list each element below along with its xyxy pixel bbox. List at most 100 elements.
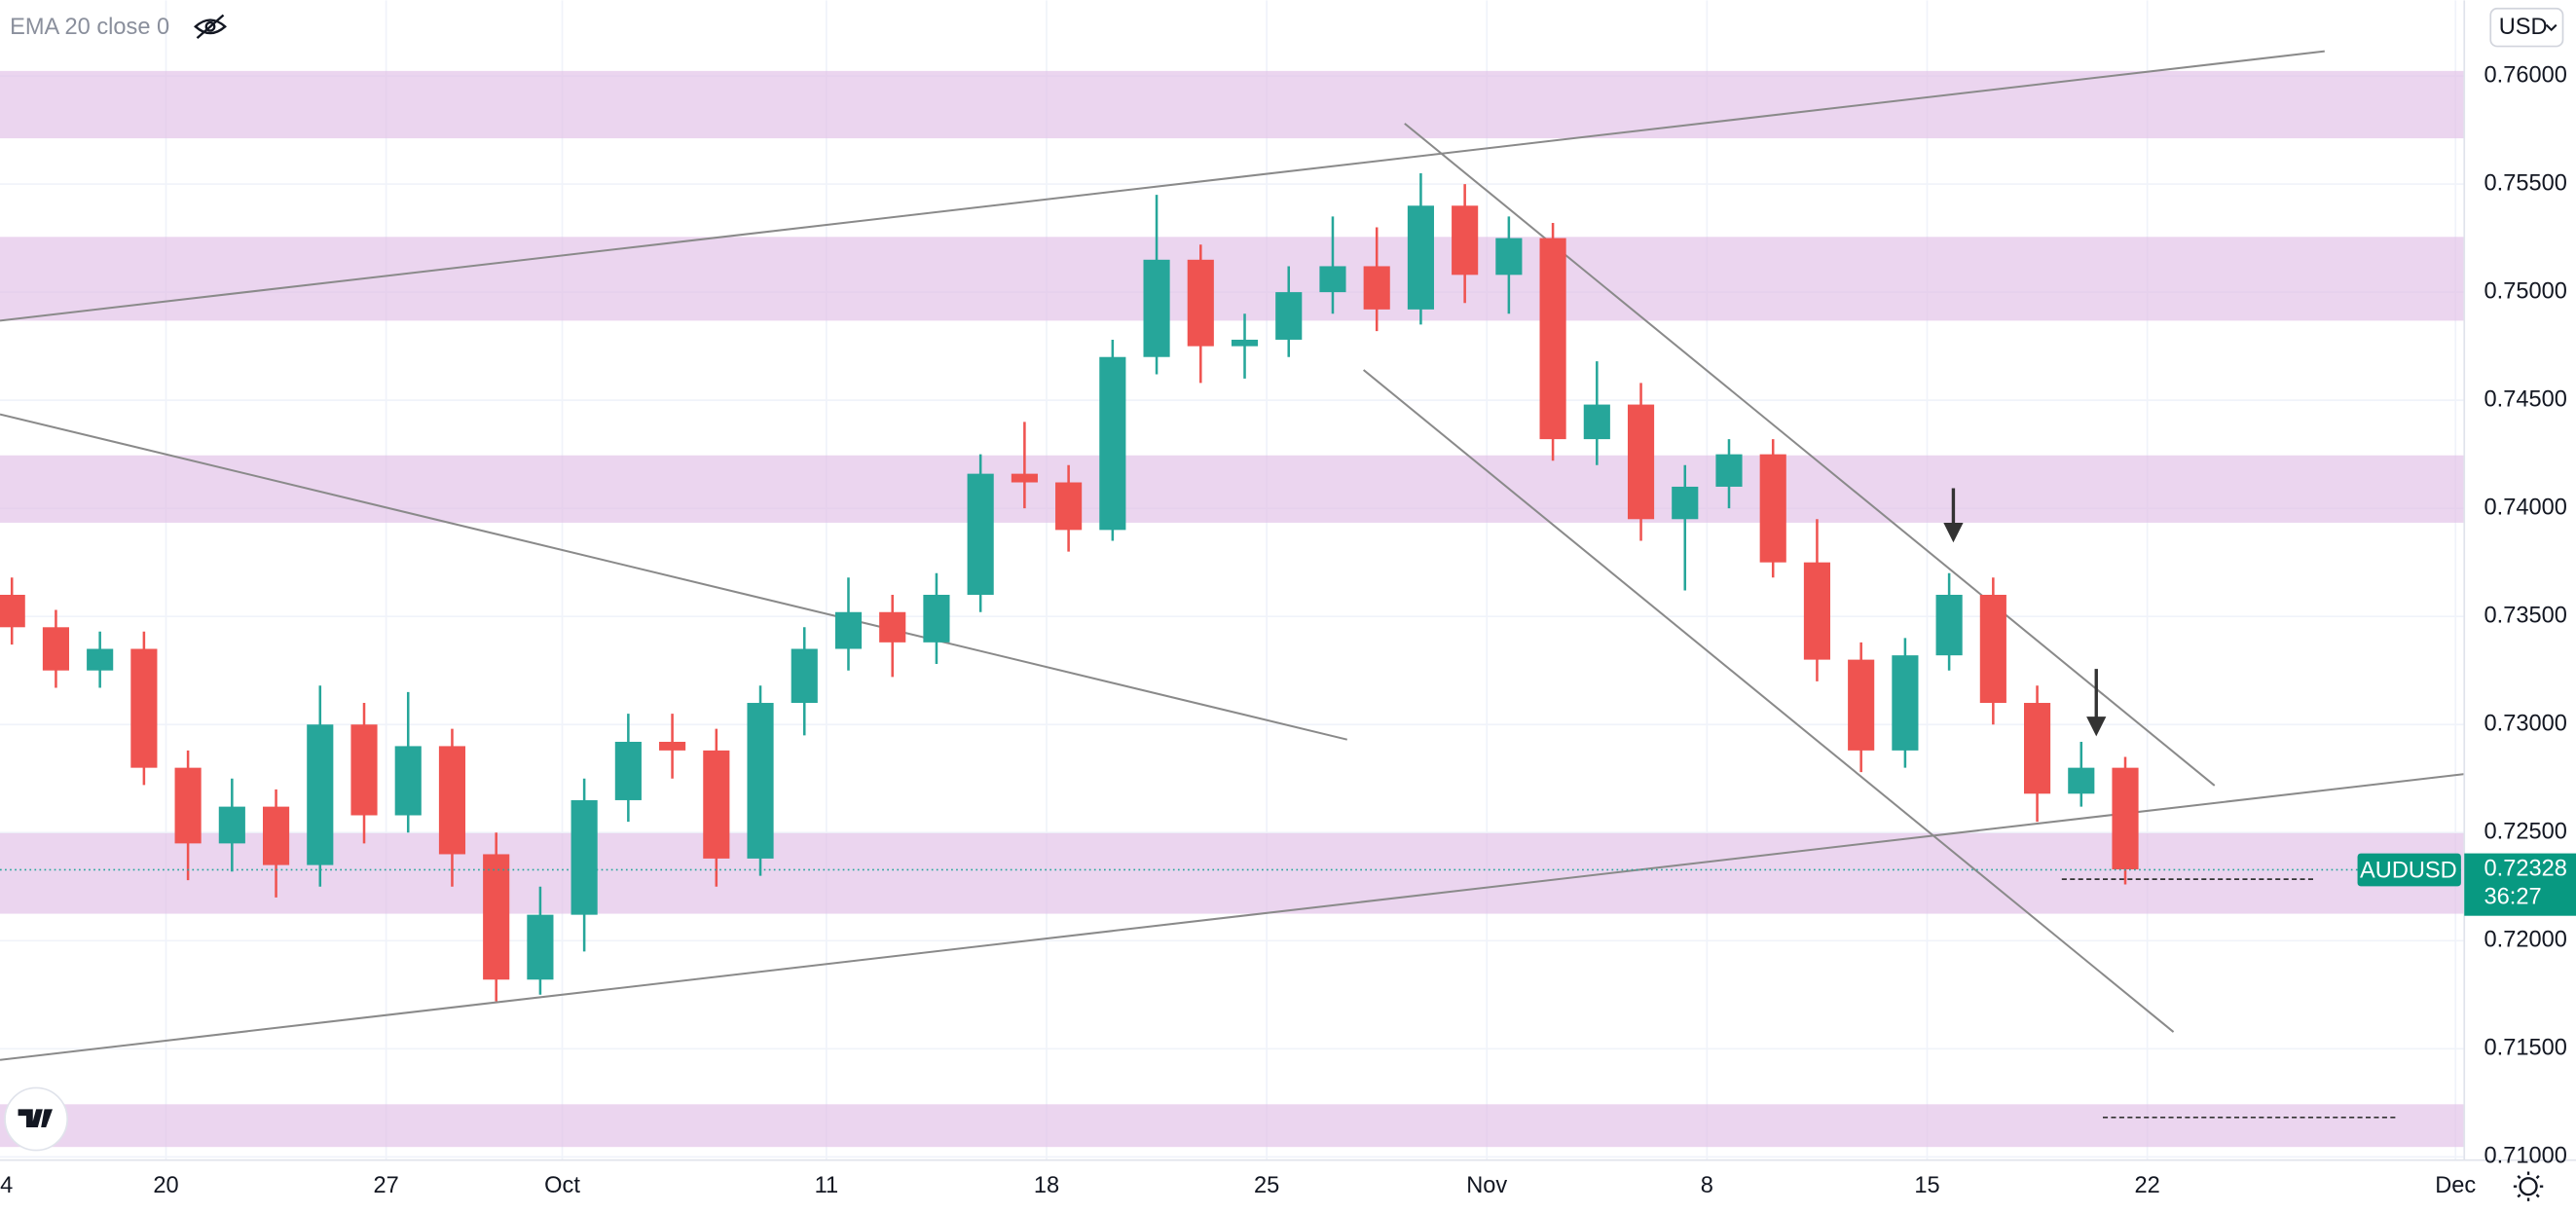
settings-icon[interactable]	[2513, 1171, 2544, 1201]
price-box	[2464, 853, 2576, 916]
candle-body	[967, 473, 994, 595]
channel-line	[1404, 123, 2216, 787]
x-tick-label: 8	[1701, 1173, 1713, 1198]
x-tick-label: 22	[2134, 1173, 2159, 1198]
candle-body	[307, 724, 334, 865]
zone	[0, 1104, 2465, 1148]
candle-body	[1539, 238, 1566, 440]
candle-body	[1803, 562, 1831, 660]
candle-body	[87, 648, 114, 671]
candle-body	[1363, 266, 1390, 310]
candle-body	[350, 724, 378, 816]
candle-body	[570, 799, 598, 915]
candle-body	[1627, 404, 1655, 520]
candle-body	[1187, 259, 1214, 347]
x-tick-label: Oct	[544, 1173, 580, 1198]
candle-body	[1452, 205, 1479, 276]
x-tick-label: 11	[815, 1173, 839, 1198]
candle-body	[879, 611, 906, 643]
candle-body	[1055, 482, 1083, 531]
candle-body	[1979, 594, 2006, 704]
last-price-label: AUDUSD 0.72328 36:27	[2357, 853, 2576, 916]
y-tick-label: 0.72000	[2484, 928, 2567, 953]
x-tick-label: 15	[1914, 1173, 1939, 1198]
y-tick-label: 0.72500	[2484, 819, 2567, 844]
candle-body	[1848, 659, 1875, 751]
dropdown-icon	[2545, 23, 2558, 32]
candle-body	[1715, 454, 1743, 487]
y-tick-label: 0.75500	[2484, 170, 2567, 196]
zones	[0, 70, 2465, 1148]
zone	[0, 455, 2465, 523]
hide-icon[interactable]	[194, 14, 227, 40]
x-tick-label: 4	[0, 1173, 13, 1198]
zone	[0, 237, 2465, 321]
y-tick-label: 0.74000	[2484, 495, 2567, 520]
y-tick-label: 0.76000	[2484, 62, 2567, 88]
candle-body	[1231, 339, 1259, 347]
arrow	[2086, 669, 2107, 737]
y-tick-label: 0.73000	[2484, 711, 2567, 736]
y-tick-label: 0.73500	[2484, 603, 2567, 628]
candle-body	[834, 611, 863, 649]
candle-body	[218, 806, 245, 844]
trend-line	[0, 773, 2465, 1061]
countdown: 36:27	[2484, 884, 2542, 909]
candle-body	[1143, 259, 1170, 357]
zone	[0, 832, 2465, 914]
candle-body	[2068, 767, 2095, 794]
axes: 0.71000 0.71500 0.72000 0.72500 0.73000 0.735…	[0, 62, 2567, 1198]
candle-body	[923, 594, 950, 643]
candle-body	[42, 627, 70, 671]
candle-body	[1011, 473, 1038, 483]
candle-body	[2023, 703, 2051, 794]
candle-body	[1099, 356, 1126, 531]
symbol-box	[2357, 853, 2461, 887]
currency-button[interactable]	[2489, 7, 2564, 48]
candles	[0, 172, 2139, 1002]
x-tick-label: Dec	[2435, 1173, 2476, 1198]
candle-body	[659, 741, 686, 751]
candle-body	[1583, 404, 1610, 440]
y-tick-label: 0.74500	[2484, 386, 2567, 412]
y-tick-label: 0.71500	[2484, 1036, 2567, 1061]
trend-line	[0, 413, 1347, 741]
x-tick-label: 20	[153, 1173, 178, 1198]
candle-body	[262, 806, 290, 865]
candle-body	[614, 741, 642, 800]
candle-body	[394, 746, 422, 816]
candle-body	[1407, 205, 1434, 310]
candle-body	[438, 746, 466, 855]
candle-body	[791, 648, 818, 704]
x-tick-label: 18	[1034, 1173, 1059, 1198]
candle-body	[747, 703, 774, 859]
last-price: 0.72328	[2484, 857, 2567, 882]
candle-body	[703, 750, 730, 859]
zone	[0, 70, 2465, 139]
candle-body	[1759, 454, 1786, 563]
symbol-label: AUDUSD	[2360, 858, 2457, 883]
channel-line	[1362, 369, 2175, 1033]
y-tick-label: 0.75000	[2484, 278, 2567, 304]
tv-logo[interactable]	[4, 1086, 69, 1152]
candle-body	[2112, 767, 2139, 870]
currency: USD	[2499, 15, 2548, 40]
candle-body	[527, 914, 554, 980]
candle-body	[174, 767, 202, 844]
candle-body	[1275, 292, 1303, 340]
candle-body	[0, 594, 25, 628]
candle-body	[1319, 266, 1346, 293]
x-tick-label: 27	[373, 1173, 398, 1198]
x-tick-label: Nov	[1466, 1173, 1507, 1198]
candle-body	[483, 854, 510, 980]
candle-body	[1672, 486, 1699, 520]
candle-body	[1935, 594, 1963, 656]
candle-body	[130, 648, 158, 768]
trend-line	[0, 50, 2325, 322]
y-tick-label: 0.71000	[2484, 1144, 2567, 1169]
candle-body	[1495, 238, 1523, 276]
grid	[0, 0, 2465, 1160]
arrow	[1943, 488, 1964, 543]
candle-body	[1892, 655, 1919, 751]
